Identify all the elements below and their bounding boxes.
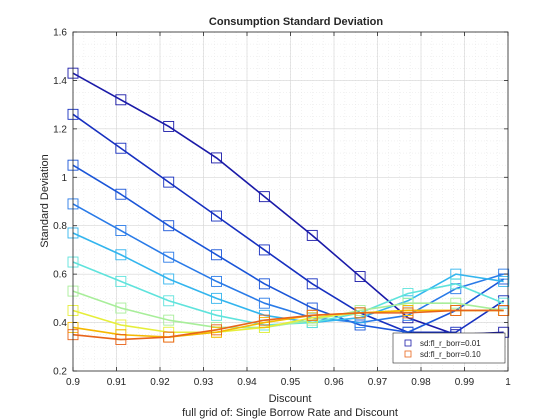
data-point-marker: [258, 191, 270, 203]
x-tick-label: 0.98: [411, 377, 431, 388]
data-point-marker: [306, 278, 318, 290]
data-point-marker: [450, 305, 462, 316]
legend-entry-2: sd:fl_r_borr=0.10: [420, 350, 481, 359]
axis-ticks: 0.9 0.91 0.92 0.93 0.94 0.95 0.96 0.97 0.98 0.99 1…: [53, 28, 511, 389]
data-point-marker: [115, 275, 127, 287]
x-tick-label: 0.92: [150, 377, 170, 388]
data-point-marker: [211, 292, 223, 304]
data-point-marker: [211, 309, 223, 321]
x-tick-label: 0.97: [368, 377, 388, 388]
data-point-marker: [258, 278, 270, 290]
series-line: [72, 113, 505, 334]
legend: sd:fl_r_borr=0.01 sd:fl_r_borr=0.10: [392, 332, 506, 364]
legend-marker-2: [404, 350, 412, 358]
data-point-marker: [498, 305, 510, 316]
x-tick-label: 0.95: [281, 377, 301, 388]
data-point-marker: [258, 297, 270, 309]
data-point-marker: [163, 314, 175, 326]
series-line: [72, 290, 504, 329]
data-point-marker: [115, 302, 127, 314]
y-tick-label: 0.6: [53, 270, 67, 281]
data-point-marker: [354, 307, 366, 319]
data-point-marker: [163, 331, 175, 343]
data-point-marker: [211, 152, 223, 164]
data-point-marker: [306, 229, 318, 241]
y-tick-label: 0.2: [53, 367, 67, 378]
y-tick-label: 1.6: [53, 28, 67, 39]
data-point-marker: [258, 244, 270, 256]
data-point-marker: [163, 220, 175, 232]
data-point-marker: [354, 271, 366, 283]
legend-entry-1: sd:fl_r_borr=0.01: [420, 339, 481, 348]
data-point-marker: [211, 324, 223, 336]
series-layer: [67, 67, 510, 345]
data-point-marker: [498, 268, 510, 280]
data-point-marker: [115, 225, 127, 237]
x-tick-label: 0.9: [66, 377, 80, 388]
data-point-marker: [402, 307, 414, 319]
data-point-marker: [163, 251, 175, 263]
series-line: [72, 309, 504, 338]
legend-box: [392, 332, 506, 364]
data-point-marker: [115, 188, 127, 200]
data-point-marker: [498, 297, 510, 309]
data-point-marker: [163, 295, 175, 307]
series-line: [72, 309, 504, 341]
x-tick-label: 0.96: [324, 377, 344, 388]
y-tick-label: 1.2: [53, 124, 67, 135]
data-point-marker: [258, 314, 270, 326]
y-tick-label: 1: [61, 173, 67, 184]
series-10: [67, 305, 510, 345]
x-axis-label: Discount: [269, 393, 312, 405]
plot-area: 0.9 0.91 0.92 0.93 0.94 0.95 0.96 0.97 0.98 0.99 1…: [53, 28, 511, 389]
y-tick-label: 0.4: [53, 318, 67, 329]
data-point-marker: [115, 94, 127, 106]
x-tick-label: 1: [505, 377, 511, 388]
x-tick-label: 0.99: [455, 377, 475, 388]
data-point-marker: [211, 249, 223, 261]
y-axis-label: Standard Deviation: [39, 154, 51, 248]
x-tick-label: 0.93: [194, 377, 214, 388]
data-point-marker: [115, 334, 127, 345]
series-line: [72, 72, 504, 336]
data-point-marker: [163, 120, 175, 132]
y-tick-label: 0.8: [53, 221, 67, 232]
y-tick-label: 1.4: [53, 76, 67, 87]
data-point-marker: [115, 249, 127, 261]
data-point-marker: [450, 278, 462, 290]
legend-marker-1: [404, 339, 412, 347]
data-point-marker: [498, 275, 510, 287]
data-point-marker: [163, 273, 175, 285]
series-line: [72, 164, 505, 334]
series-line: [72, 203, 504, 324]
x-tick-label: 0.91: [107, 377, 127, 388]
x-tick-label: 0.94: [237, 377, 257, 388]
data-point-marker: [450, 297, 462, 309]
data-point-marker: [306, 309, 318, 321]
figure-subtitle: full grid of: Single Borrow Rate and Dis…: [182, 407, 398, 419]
chart-title: Consumption Standard Deviation: [209, 16, 383, 28]
data-point-marker: [163, 176, 175, 188]
data-point-marker: [115, 142, 127, 154]
data-point-marker: [211, 275, 223, 287]
data-point-marker: [211, 210, 223, 222]
